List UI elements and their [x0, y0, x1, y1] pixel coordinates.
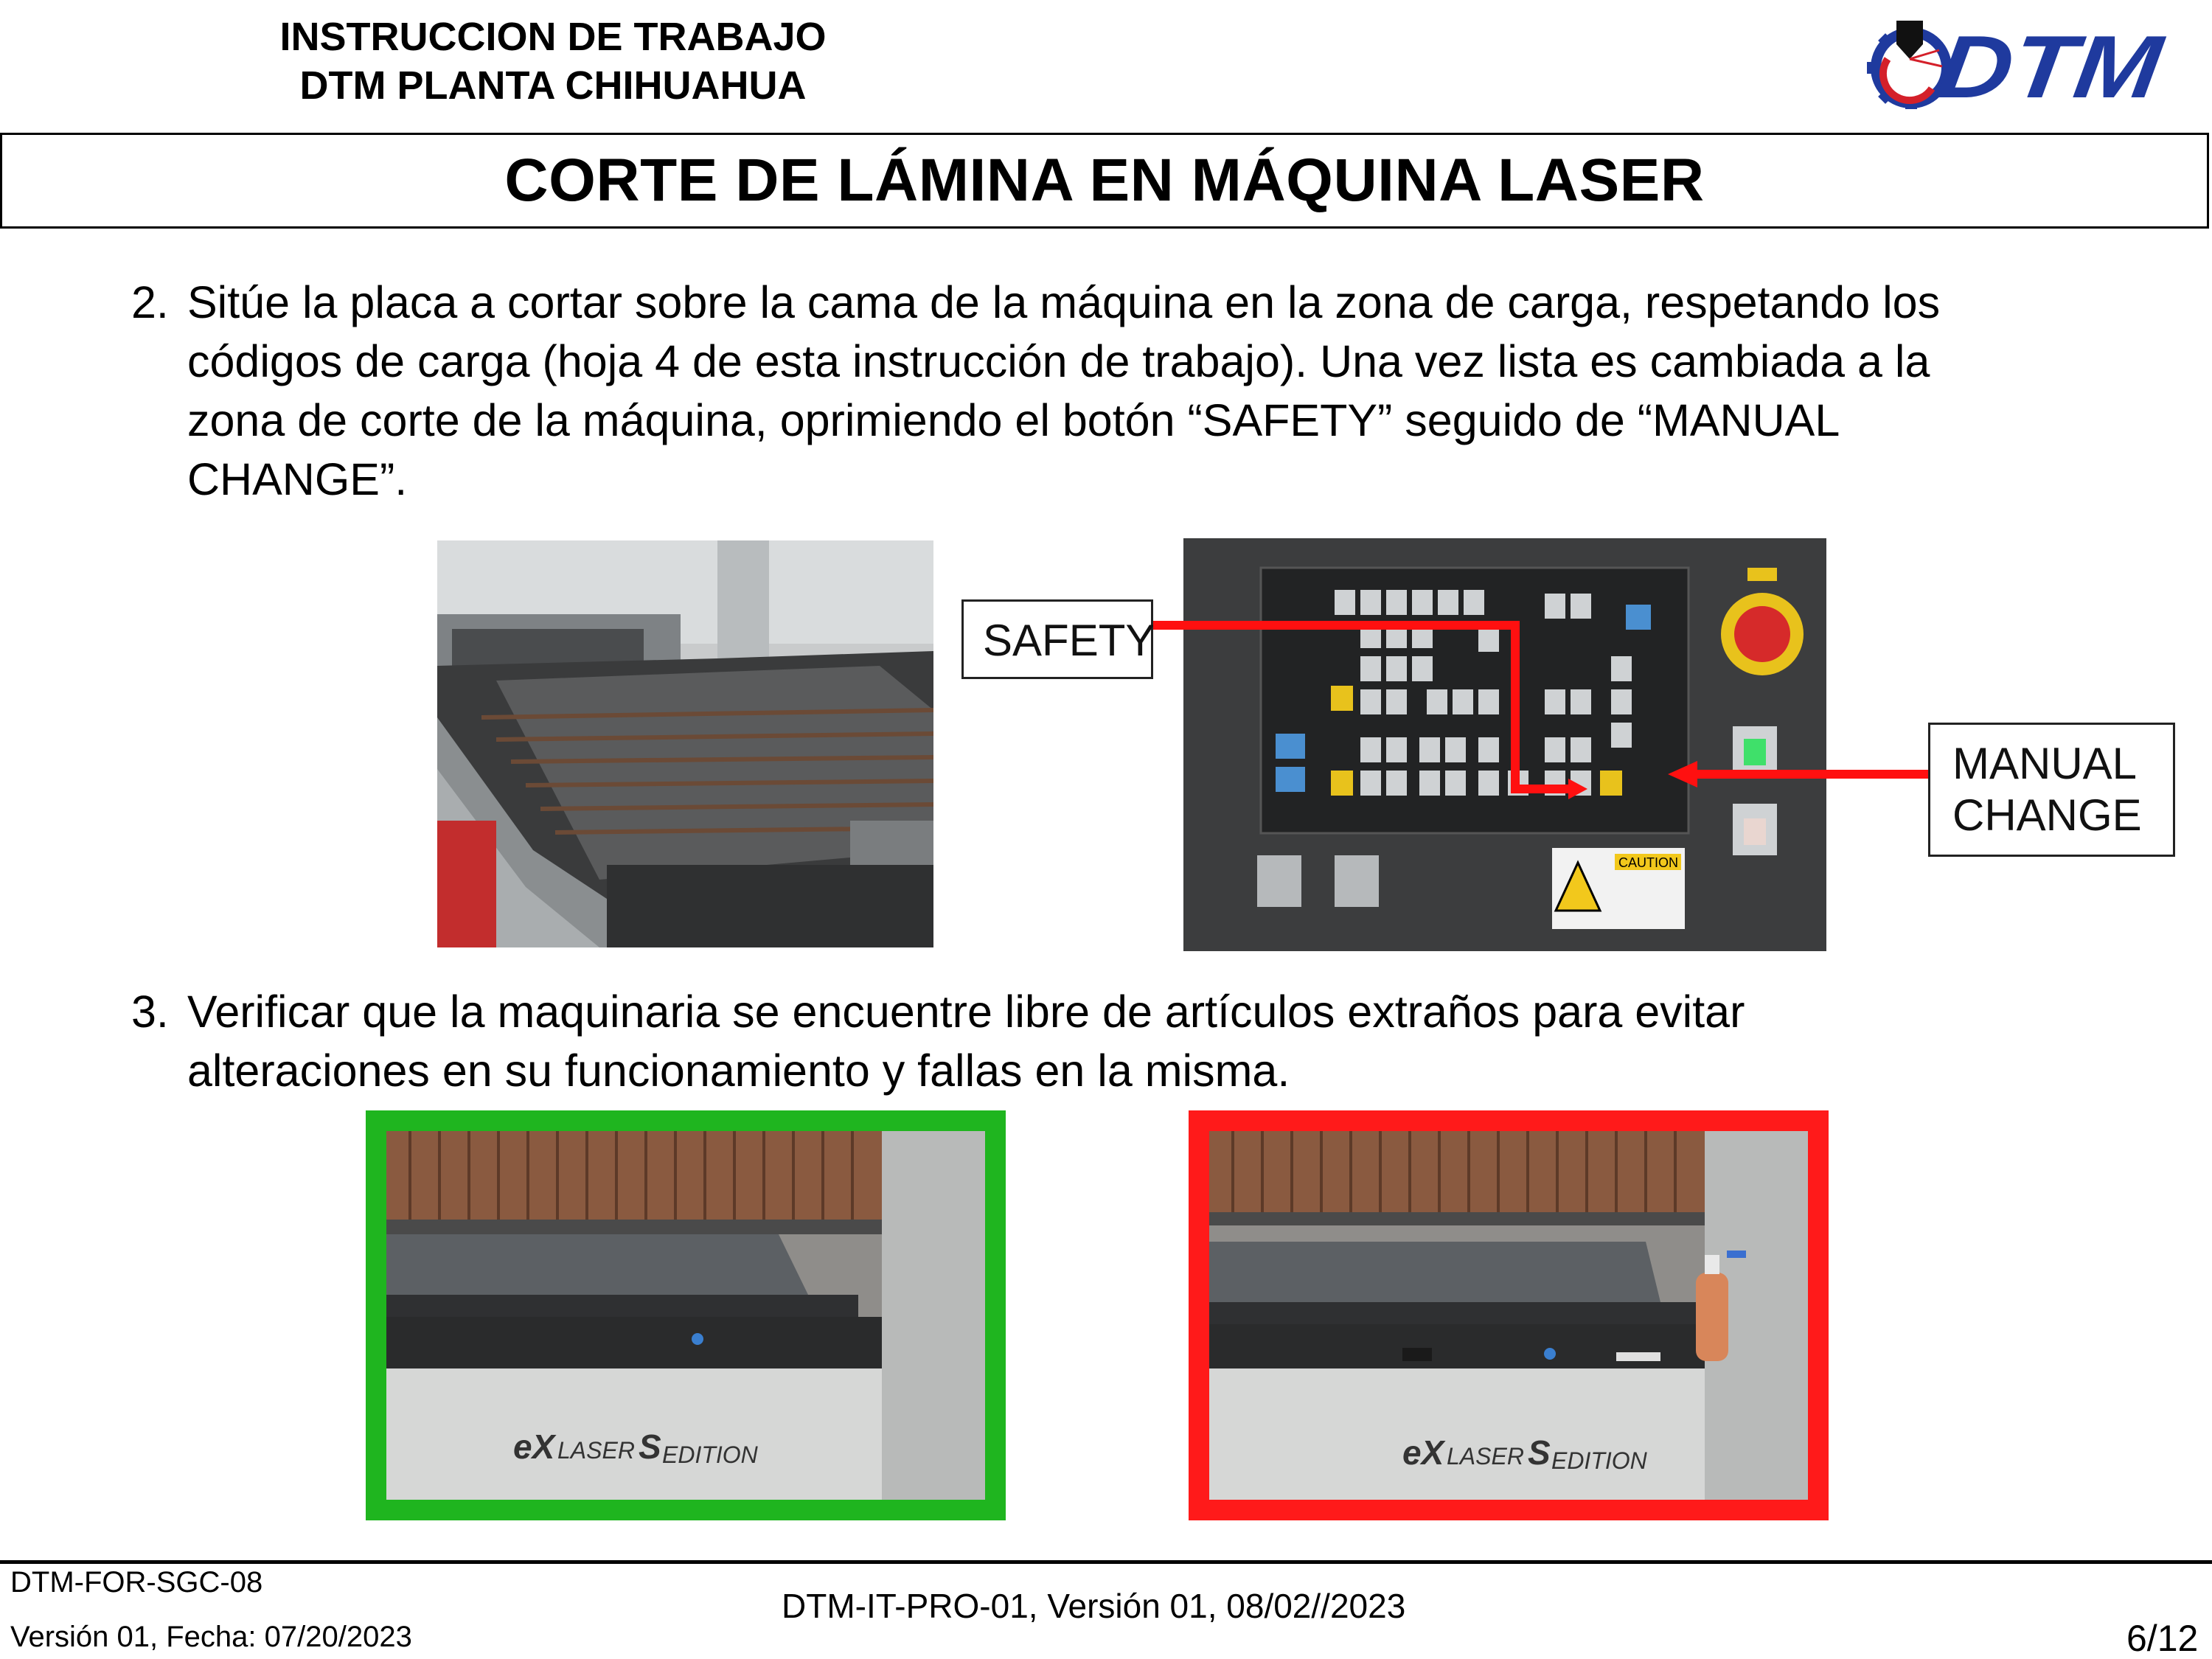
brand-edition: EDITION: [1551, 1447, 1648, 1474]
dtm-logo: DTM: [1865, 15, 2190, 116]
step-3-text: Verificar que la maquinaria se encuentre…: [187, 982, 1745, 1100]
brand-laser: LASER: [557, 1437, 635, 1464]
logo-text: DTM: [1933, 18, 2170, 111]
manual-change-label-line1: MANUAL: [1952, 739, 2138, 788]
step-2-text: Sitúe la placa a cortar sobre la cama de…: [187, 273, 1940, 509]
brand-ex: eX: [1402, 1433, 1446, 1472]
step-3-line: alteraciones en su funcionamiento y fall…: [187, 1046, 1290, 1096]
step-3-line: Verificar que la maquinaria se encuentre…: [187, 987, 1745, 1037]
manual-change-callout: MANUAL CHANGE: [1928, 723, 2175, 857]
step-2-line: zona de corte de la máquina, oprimiendo …: [187, 395, 1840, 445]
caution-label: CAUTION: [1618, 855, 1678, 870]
step-2: 2. Sitúe la placa a cortar sobre la cama…: [131, 273, 2196, 516]
control-panel-photo: CAUTION: [1183, 538, 1826, 951]
safety-arrow-line: [1153, 621, 1190, 630]
step-3-number: 3.: [131, 987, 169, 1037]
step-2-number: 2.: [131, 277, 169, 327]
laser-bed-photo: [437, 540, 933, 947]
step-2-line: CHANGE”.: [187, 454, 408, 504]
correct-example-photo: eX LASER S EDITION: [366, 1110, 1006, 1520]
manual-change-arrow: [1668, 759, 1929, 789]
page-number: 6/12: [2126, 1618, 2199, 1659]
step-2-line: Sitúe la placa a cortar sobre la cama de…: [187, 277, 1941, 327]
brand-ex: eX: [513, 1427, 557, 1466]
brand-edition: EDITION: [662, 1441, 759, 1468]
step-2-line: códigos de carga (hoja 4 de esta instruc…: [187, 336, 1930, 386]
brand-laser: LASER: [1447, 1443, 1524, 1470]
brand-s: S: [639, 1427, 661, 1466]
manual-change-label-line2: CHANGE: [1952, 790, 2142, 840]
safety-callout: SAFETY: [961, 599, 1155, 679]
header-title-line1: INSTRUCCION DE TRABAJO: [279, 15, 827, 59]
safety-label: SAFETY: [983, 616, 1155, 665]
footer-divider: [0, 1560, 2212, 1564]
title-box: CORTE DE LÁMINA EN MÁQUINA LASER: [0, 133, 2209, 229]
incorrect-example-photo: eX LASER S EDITION: [1189, 1110, 1829, 1520]
page-title: CORTE DE LÁMINA EN MÁQUINA LASER: [504, 147, 1705, 214]
gear-icon: [1867, 21, 1952, 109]
form-version: Versión 01, Fecha: 07/20/2023: [10, 1621, 412, 1653]
brand-s: S: [1528, 1433, 1551, 1472]
header-title-line2: DTM PLANTA CHIHUAHUA: [299, 63, 807, 108]
form-code: DTM-FOR-SGC-08: [10, 1566, 263, 1599]
document-reference: DTM-IT-PRO-01, Versión 01, 08/02//2023: [782, 1587, 1406, 1625]
step-3: 3. Verificar que la maquinaria se encuen…: [131, 982, 2196, 1107]
